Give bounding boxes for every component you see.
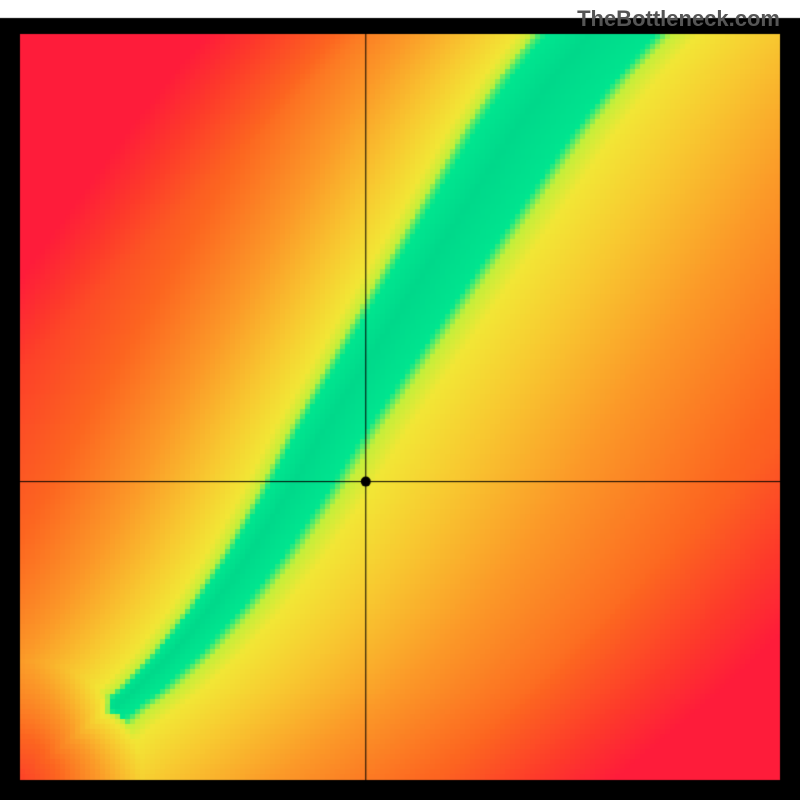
watermark-text: TheBottleneck.com — [577, 6, 780, 32]
bottleneck-heatmap — [0, 0, 800, 800]
